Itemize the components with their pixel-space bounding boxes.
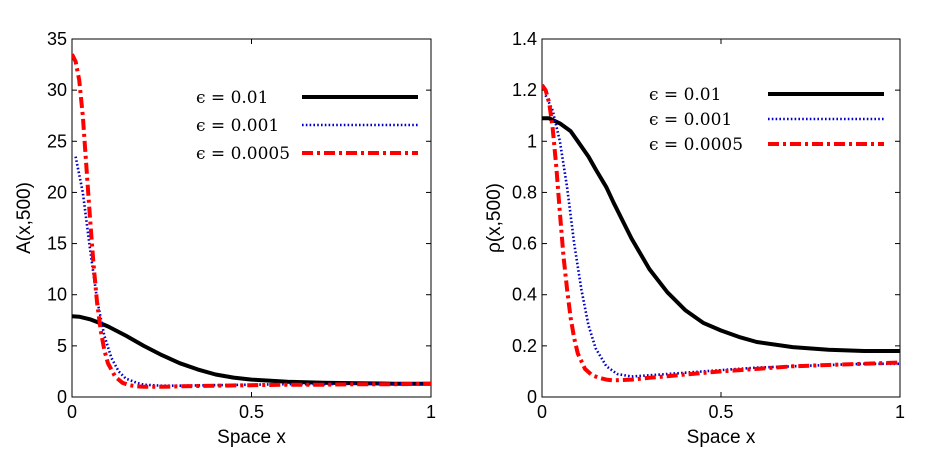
- series-line-dashdot: [542, 83, 900, 383]
- x-axis-label: Space x: [217, 427, 286, 448]
- y-tick-label: 0.8: [512, 182, 537, 202]
- x-tick-label: 0.5: [239, 402, 264, 422]
- y-tick-label: 1.2: [512, 80, 537, 100]
- y-tick-label: 0.2: [512, 336, 537, 356]
- y-axis-label: ρ(x,500): [484, 183, 505, 253]
- y-tick-label: 0: [57, 387, 67, 407]
- y-tick-label: 30: [47, 80, 67, 100]
- x-tick-label: 0: [537, 402, 547, 422]
- y-tick-label: 0.6: [512, 234, 537, 254]
- right-panel-rho: 0 0.5 1 0 0.2 0.4 0.6 0.8 1 1.2 1.4 Space x ρ(x,500)…: [484, 29, 905, 448]
- series-line-solid: [542, 116, 900, 353]
- y-tick-label: 1: [527, 131, 537, 151]
- y-tick-label: 15: [47, 234, 67, 254]
- y-axis-label: A(x,500): [14, 182, 35, 254]
- legend-label: ϵ = 0.01: [196, 88, 268, 108]
- legend-label: ϵ = 0.001: [649, 110, 732, 130]
- x-tick-label: 1: [426, 402, 436, 422]
- y-tick-label: 25: [47, 131, 67, 151]
- legend-label: ϵ = 0.0005: [649, 135, 743, 155]
- y-tick-label: 10: [47, 285, 67, 305]
- y-tick-label: 0: [527, 387, 537, 407]
- x-tick-label: 0: [67, 402, 77, 422]
- y-tick-label: 5: [57, 336, 67, 356]
- y-tick-label: 0.4: [512, 285, 537, 305]
- series-line-dashdot: [72, 53, 431, 389]
- x-tick-label: 1: [895, 402, 905, 422]
- legend-label: ϵ = 0.01: [649, 85, 721, 105]
- y-tick-label: 20: [47, 182, 67, 202]
- y-tick-label: 1.4: [512, 29, 537, 49]
- y-tick-label: 35: [47, 29, 67, 49]
- x-tick-label: 0.5: [708, 402, 733, 422]
- x-axis-label: Space x: [687, 427, 756, 448]
- legend-label: ϵ = 0.001: [196, 116, 279, 136]
- legend-label: ϵ = 0.0005: [196, 144, 290, 164]
